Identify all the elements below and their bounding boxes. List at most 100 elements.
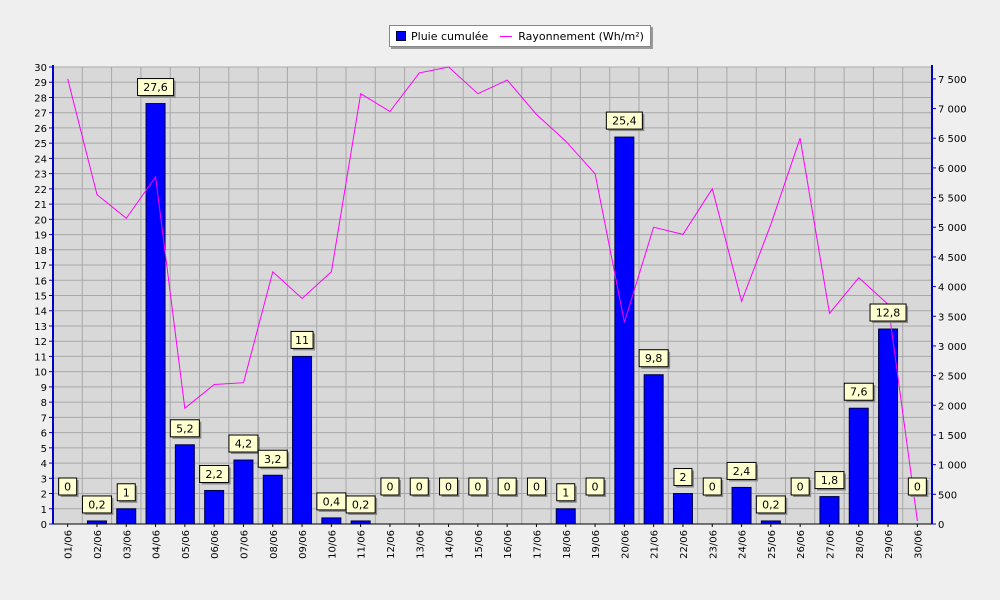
left-axis-tick-label: 28 <box>34 93 47 104</box>
right-axis-tick-label: 7 500 <box>938 75 967 86</box>
bar <box>848 407 869 525</box>
bar <box>233 459 254 525</box>
data-label-box <box>199 464 230 483</box>
data-label: 0,2 <box>352 498 370 511</box>
data-label-box <box>137 78 175 97</box>
x-axis-tick-label: 09/06 <box>298 530 309 559</box>
data-label: 25,4 <box>612 115 637 128</box>
data-label-box <box>638 349 669 368</box>
left-axis-tick-label: 23 <box>34 170 47 181</box>
bar <box>174 444 195 525</box>
data-label-box <box>81 495 112 514</box>
left-axis-tick-label: 19 <box>34 231 47 242</box>
left-axis-tick-label: 25 <box>34 139 47 150</box>
x-axis-tick-label: 14/06 <box>445 530 456 559</box>
legend-item-radiation: Rayonnement (Wh/m²) <box>500 30 644 43</box>
data-label-box <box>605 111 643 130</box>
left-axis-tick-label: 20 <box>34 215 47 226</box>
data-label-box <box>843 382 874 401</box>
x-axis-tick-label: 16/06 <box>503 530 514 559</box>
x-axis-tick-label: 25/06 <box>767 530 778 559</box>
data-label: 0 <box>592 481 599 494</box>
data-label: 7,6 <box>850 386 868 399</box>
left-axis-tick-label: 14 <box>34 307 47 318</box>
left-axis-tick-label: 9 <box>41 383 47 394</box>
left-axis-tick-label: 5 <box>41 444 47 455</box>
data-label-box <box>556 483 576 502</box>
right-axis-tick-label: 6 000 <box>938 164 967 175</box>
radiation-line <box>67 66 918 522</box>
data-label-box <box>228 434 259 453</box>
data-label: 5,2 <box>176 422 194 435</box>
data-label-box <box>673 468 693 487</box>
right-axis-tick-label: 4 500 <box>938 253 967 264</box>
x-axis-tick-label: 15/06 <box>474 530 485 559</box>
left-axis-tick-label: 1 <box>41 505 47 516</box>
x-axis-tick-label: 10/06 <box>327 530 338 559</box>
bar <box>262 474 283 525</box>
data-label: 1 <box>123 486 130 499</box>
data-label: 2 <box>679 471 686 484</box>
data-label: 12,8 <box>876 307 901 320</box>
x-axis-tick-label: 24/06 <box>738 530 749 559</box>
data-label-box <box>702 477 722 496</box>
data-label: 0 <box>416 481 423 494</box>
data-label-box <box>345 495 376 514</box>
left-axis-tick-label: 7 <box>41 413 47 424</box>
left-axis-tick-label: 18 <box>34 246 47 257</box>
left-axis-tick-label: 8 <box>41 398 47 409</box>
right-axis-tick-label: 6 500 <box>938 134 967 145</box>
legend-swatch-radiation <box>500 35 513 37</box>
data-label: 0,2 <box>88 498 106 511</box>
data-label-box <box>116 483 136 502</box>
x-axis-tick-label: 01/06 <box>64 530 75 559</box>
legend-label-radiation: Rayonnement (Wh/m²) <box>518 29 644 43</box>
right-axis-tick-label: 5 000 <box>938 223 967 234</box>
data-label-box <box>790 477 810 496</box>
left-axis-tick-label: 3 <box>41 474 47 485</box>
data-label: 0 <box>533 481 540 494</box>
data-label-box <box>497 477 517 496</box>
bar <box>145 103 166 525</box>
x-axis-tick-label: 08/06 <box>269 530 280 559</box>
x-axis-tick-label: 13/06 <box>415 530 426 559</box>
data-label: 0,4 <box>323 495 341 508</box>
bar <box>878 328 899 525</box>
data-label-box <box>257 449 288 468</box>
x-axis-tick-label: 26/06 <box>796 530 807 559</box>
data-label: 1 <box>562 486 569 499</box>
left-axis-tick-label: 15 <box>34 292 47 303</box>
x-axis-tick-label: 07/06 <box>239 530 250 559</box>
right-axis-tick-label: 5 500 <box>938 194 967 205</box>
x-axis-tick-label: 28/06 <box>855 530 866 559</box>
x-axis-tick-label: 12/06 <box>386 530 397 559</box>
x-axis-tick-label: 30/06 <box>913 530 924 559</box>
data-label: 0 <box>504 481 511 494</box>
x-axis-tick-label: 17/06 <box>532 530 543 559</box>
right-axis-tick-label: 3 000 <box>938 342 967 353</box>
right-axis-tick-label: 2 000 <box>938 401 967 412</box>
bar <box>643 374 664 525</box>
bar <box>292 355 313 525</box>
x-axis-tick-label: 06/06 <box>210 530 221 559</box>
left-axis-tick-label: 6 <box>41 429 47 440</box>
data-label: 4,2 <box>235 438 253 451</box>
x-axis-tick-label: 05/06 <box>181 530 192 559</box>
data-label-box <box>907 477 927 496</box>
left-axis-tick-label: 4 <box>41 459 47 470</box>
left-axis-tick-label: 13 <box>34 322 47 333</box>
data-label-box <box>439 477 459 496</box>
data-label-box <box>726 461 757 480</box>
data-label: 27,6 <box>143 81 168 94</box>
left-axis-tick-label: 30 <box>34 63 47 74</box>
data-label: 0 <box>386 481 393 494</box>
data-label-box <box>585 477 605 496</box>
data-label: 1,8 <box>821 474 839 487</box>
data-label: 0 <box>797 481 804 494</box>
data-label-box <box>526 477 546 496</box>
data-label: 3,2 <box>264 453 282 466</box>
right-axis-tick-label: 1 000 <box>938 461 967 472</box>
left-axis-tick-label: 12 <box>34 337 47 348</box>
left-axis-tick-label: 0 <box>41 520 47 531</box>
left-axis-tick-label: 22 <box>34 185 47 196</box>
